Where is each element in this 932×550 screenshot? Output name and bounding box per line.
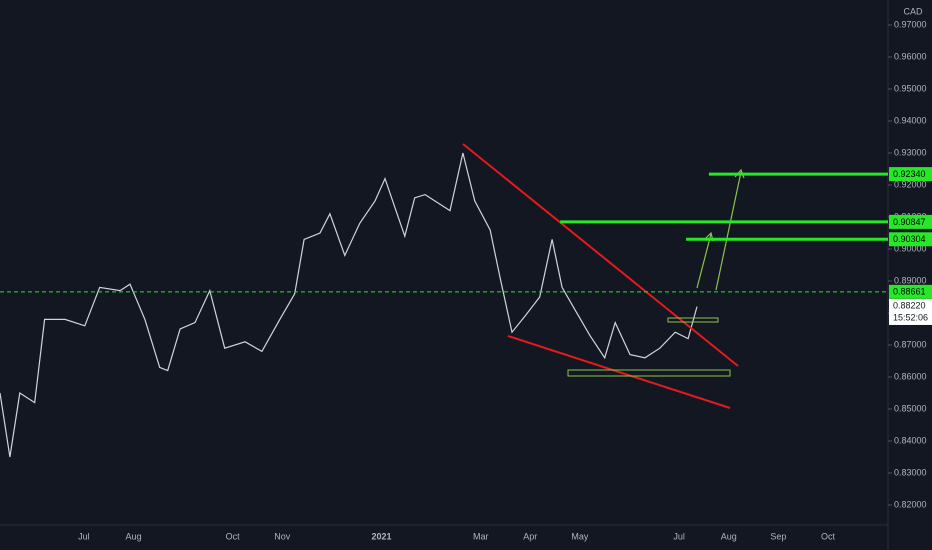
trend-line	[507, 335, 731, 409]
x-tick-label: Mar	[473, 531, 489, 541]
x-tick-label: Apr	[523, 531, 537, 541]
y-tick-label: 0.90000	[894, 243, 927, 253]
x-tick-label: Nov	[274, 531, 291, 541]
y-tick-label: 0.89000	[894, 275, 927, 285]
countdown-label: 15:52:06	[893, 312, 928, 322]
y-tick-label: 0.86000	[894, 371, 927, 381]
x-tick-label: Jul	[673, 531, 685, 541]
y-tick-label: 0.95000	[894, 83, 927, 93]
price-level-label: 0.90847	[893, 217, 926, 227]
last-price-tag	[889, 298, 932, 325]
x-tick-label: May	[571, 531, 589, 541]
x-tick-label: 2021	[371, 531, 391, 541]
price-level-tag	[889, 232, 932, 247]
plot	[0, 152, 698, 458]
x-tick-label: Oct	[226, 531, 241, 541]
y-tick-label: 0.92000	[894, 179, 927, 189]
price-line	[0, 152, 698, 458]
y-tick-label: 0.83000	[894, 467, 927, 477]
currency-label: CAD	[903, 6, 923, 16]
zone-box	[667, 317, 719, 323]
y-tick-label: 0.85000	[894, 403, 927, 413]
price-level-tag	[889, 167, 932, 182]
x-tick-label: Sep	[770, 531, 786, 541]
y-tick-label: 0.97000	[894, 19, 927, 29]
price-level-label: 0.88661	[893, 287, 926, 297]
y-tick-label: 0.96000	[894, 51, 927, 61]
last-price-label: 0.88220	[893, 300, 926, 310]
x-tick-label: Aug	[125, 531, 141, 541]
price-level-tag	[889, 214, 932, 229]
price-level-label: 0.90304	[893, 234, 926, 244]
zone-box	[567, 369, 731, 377]
y-tick-label: 0.82000	[894, 499, 927, 509]
x-tick-label: Aug	[721, 531, 737, 541]
price-level-tag	[889, 284, 932, 299]
y-tick-label: 0.84000	[894, 435, 927, 445]
y-tick-label: 0.94000	[894, 115, 927, 125]
x-tick-label: Jul	[78, 531, 90, 541]
x-tick-label: Oct	[821, 531, 836, 541]
y-tick-label: 0.87000	[894, 339, 927, 349]
trend-line	[462, 143, 739, 367]
price-level-label: 0.92340	[893, 169, 926, 179]
y-tick-label: 0.93000	[894, 147, 927, 157]
